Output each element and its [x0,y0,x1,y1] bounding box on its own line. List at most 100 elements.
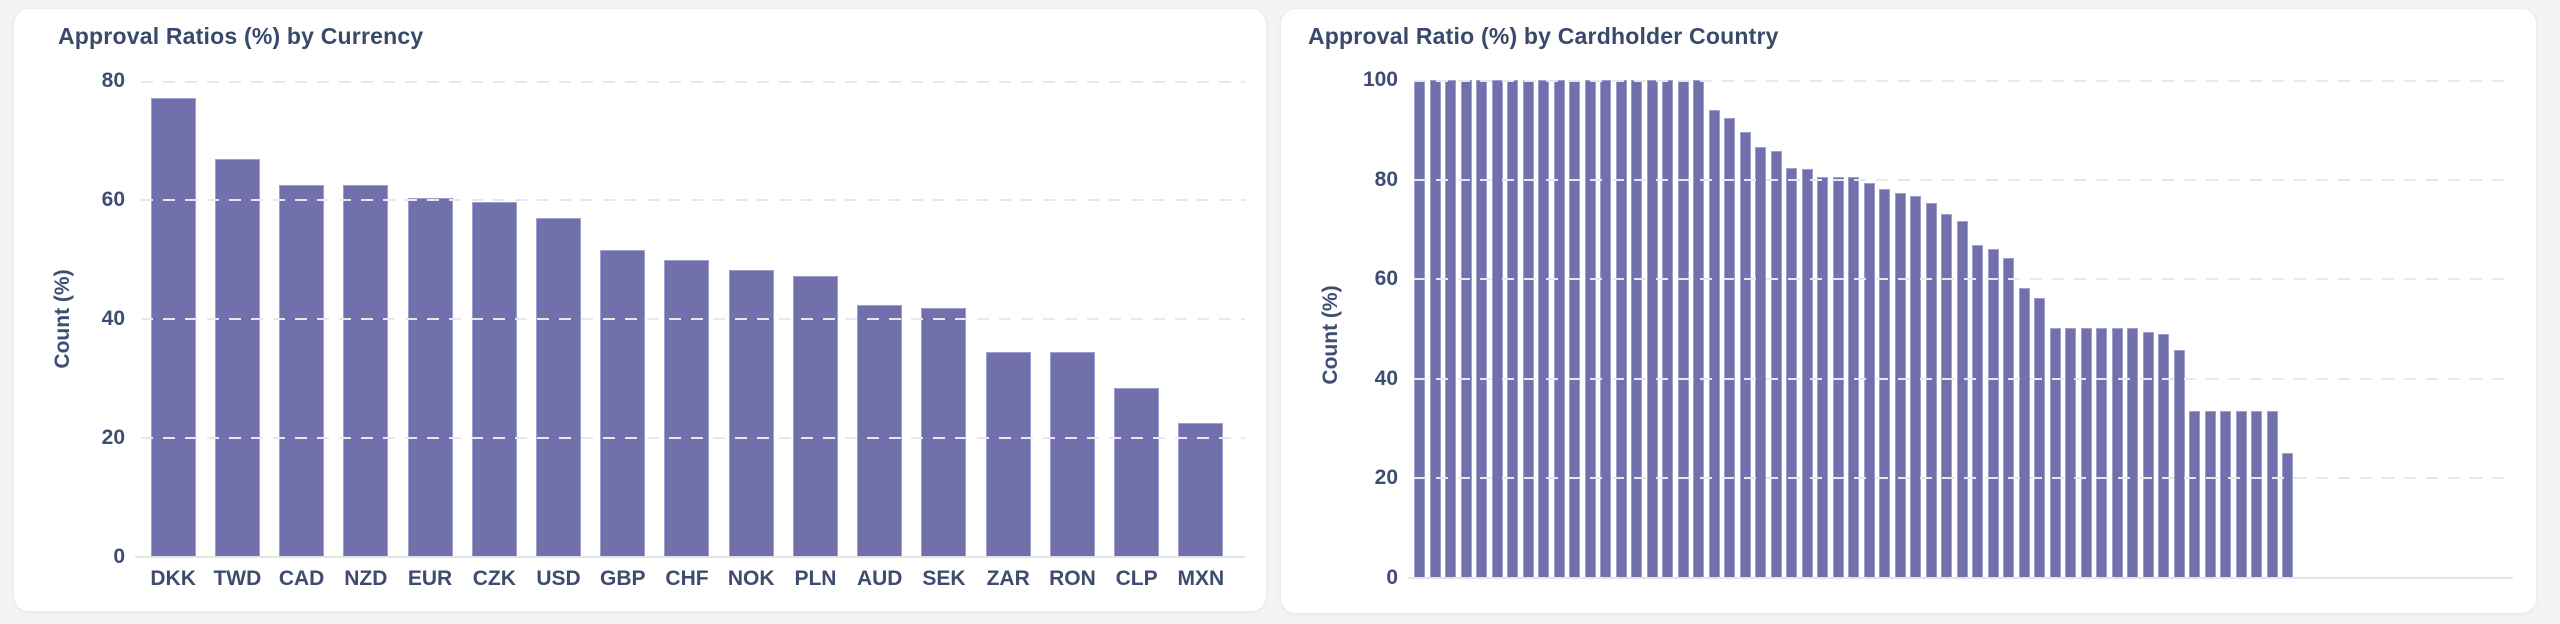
bar-17[interactable] [1677,80,1689,578]
bar-15[interactable] [1646,80,1658,578]
bar-44[interactable] [2096,327,2107,578]
bar-28[interactable] [1848,176,1859,578]
bar-21[interactable] [1739,131,1751,578]
y-tick-label: 80 [101,69,125,92]
country-bar-chart: Approval Ratio (%) by Cardholder Country… [1281,9,2536,613]
bar-42[interactable] [2065,327,2076,578]
bar-ZAR[interactable] [985,351,1031,557]
bar-22[interactable] [1755,146,1766,578]
bar-TWD[interactable] [214,158,260,557]
bar-47[interactable] [2142,332,2154,578]
bar-54[interactable] [2251,411,2262,578]
bar-14[interactable] [1631,80,1642,578]
bar-36[interactable] [1972,244,1983,578]
bar-33[interactable] [1925,203,1937,578]
bar-2[interactable] [1445,80,1456,578]
bar-9[interactable] [1553,80,1565,578]
x-tick-label: ZAR [986,567,1030,590]
bars [141,81,1233,557]
bar-3[interactable] [1460,80,1472,578]
gridline [1414,178,2513,181]
bar-53[interactable] [2235,411,2247,578]
bar-CZK[interactable] [471,202,517,557]
bar-CHF[interactable] [664,260,710,557]
bar-32[interactable] [1910,195,1921,578]
bar-24[interactable] [1786,167,1797,578]
bar-26[interactable] [1817,176,1828,578]
bar-43[interactable] [2080,327,2092,578]
bar-39[interactable] [2018,287,2030,578]
gridline [1414,377,2513,380]
gridline [141,81,1245,83]
bar-EUR[interactable] [407,197,453,557]
bar-PLN[interactable] [792,275,838,557]
bar-25[interactable] [1801,169,1813,578]
bar-23[interactable] [1770,151,1782,578]
bar-45[interactable] [2111,327,2123,578]
gridline [1414,80,2513,82]
x-tick-label: DKK [150,567,196,590]
bar-5[interactable] [1491,80,1503,578]
bar-USD[interactable] [536,218,582,557]
y-tick-label: 80 [1374,167,1398,191]
bar-CLP[interactable] [1114,388,1160,557]
bar-41[interactable] [2049,327,2061,578]
x-tick-label: PLN [794,567,837,590]
bar-48[interactable] [2158,333,2169,578]
y-tick-label: 100 [1362,68,1398,91]
bar-30[interactable] [1879,188,1890,578]
bar-RON[interactable] [1049,351,1095,557]
bar-4[interactable] [1476,80,1487,578]
bar-CAD[interactable] [279,184,325,557]
bar-AUD[interactable] [857,305,903,557]
bar-35[interactable] [1956,221,1968,578]
bar-50[interactable] [2189,411,2200,578]
bar-NZD[interactable] [343,185,389,557]
bar-34[interactable] [1941,213,1952,578]
bar-20[interactable] [1724,118,1735,578]
bar-8[interactable] [1538,80,1549,578]
x-tick-label: EUR [407,567,453,590]
x-tick-label: TWD [213,567,262,590]
bar-55[interactable] [2266,411,2278,578]
bar-31[interactable] [1894,192,1906,578]
bar-16[interactable] [1662,80,1673,578]
bar-27[interactable] [1832,177,1844,578]
bar-38[interactable] [2003,257,2014,578]
y-tick-label: 0 [1386,566,1398,589]
bar-slot [1105,81,1169,557]
y-axis: 0 20 40 60 80 [14,69,141,568]
bar-NOK[interactable] [728,270,774,557]
bar-6[interactable] [1507,80,1518,578]
y-tick-label: 20 [101,426,125,449]
bar-46[interactable] [2127,327,2138,578]
x-tick-label: CAD [278,567,325,590]
bar-slot [655,81,719,557]
bar-49[interactable] [2173,349,2185,578]
bar-7[interactable] [1522,80,1534,578]
bar-40[interactable] [2034,297,2045,578]
x-axis: DKK TWD CAD NZD EUR CZK USD GBP CHF NOK PLN AUD SEK Z… [141,567,1233,591]
bar-52[interactable] [2220,411,2231,578]
bar-0[interactable] [1414,80,1425,578]
gridline [141,318,1245,320]
bar-51[interactable] [2204,411,2216,578]
bar-37[interactable] [1987,249,1999,578]
bar-12[interactable] [1600,80,1611,578]
bars [1414,80,2501,578]
bar-GBP[interactable] [600,250,646,557]
x-tick-label: CLP [1115,567,1158,590]
bar-18[interactable] [1693,80,1704,578]
bar-11[interactable] [1584,80,1596,578]
bar-13[interactable] [1615,80,1627,578]
y-tick-label: 40 [1374,366,1398,390]
bar-56[interactable] [2282,452,2293,578]
bar-19[interactable] [1708,109,1720,578]
bar-1[interactable] [1429,80,1441,578]
bar-DKK[interactable] [150,97,196,557]
bar-10[interactable] [1569,80,1580,578]
bar-29[interactable] [1863,182,1875,578]
bar-SEK[interactable] [921,307,967,557]
bar-MXN[interactable] [1178,422,1224,557]
